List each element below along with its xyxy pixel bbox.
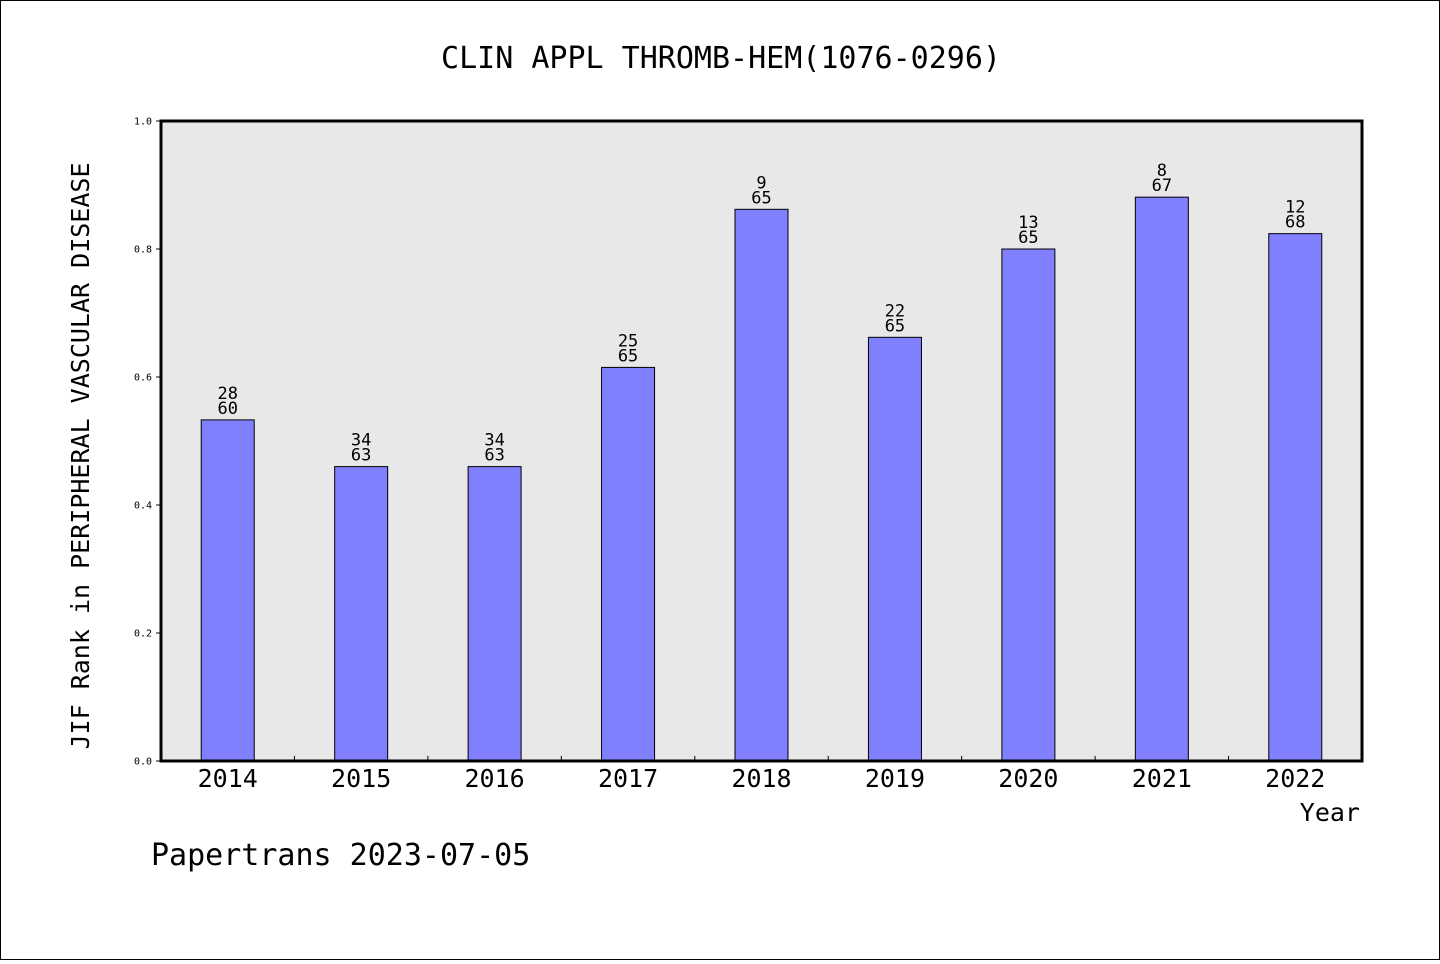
bar-label-total-2017: 65 [618, 346, 638, 366]
y-tick-label: 0.6 [134, 373, 152, 384]
x-tick-label-2017: 2017 [598, 764, 658, 793]
bar-label-total-2019: 65 [885, 316, 905, 336]
bar-label-total-2020: 65 [1018, 228, 1038, 248]
bar-label-total-2022: 68 [1285, 213, 1305, 233]
x-axis-label: Year [1300, 798, 1360, 827]
bar-2022 [1268, 233, 1323, 762]
bar-label-rank-2014: 28 [217, 384, 237, 404]
bar-2015 [334, 466, 389, 762]
bar-label-total-2015: 63 [351, 446, 371, 466]
bar-2020 [1001, 248, 1056, 762]
bar-2019 [867, 336, 922, 762]
bar-label-total-2021: 67 [1152, 176, 1172, 196]
y-tick-label: 1.0 [134, 117, 152, 128]
bar-2021 [1134, 196, 1189, 762]
bar-label-rank-2015: 34 [351, 431, 371, 451]
x-tick-label-2019: 2019 [865, 764, 925, 793]
bar-label-rank-2021: 8 [1157, 161, 1167, 181]
x-tick-label-2016: 2016 [465, 764, 525, 793]
x-tick-label-2020: 2020 [998, 764, 1058, 793]
y-tick-label: 0.8 [134, 245, 152, 256]
bar-label-total-2016: 63 [484, 446, 504, 466]
y-tick-label: 0.4 [134, 501, 152, 512]
y-tick-label: 0.2 [134, 629, 152, 640]
x-tick-label-2021: 2021 [1132, 764, 1192, 793]
bar-2014 [200, 419, 255, 762]
bar-label-rank-2019: 22 [885, 301, 905, 321]
y-axis-label: JIF Rank in PERIPHERAL VASCULAR DISEASE [66, 163, 95, 750]
bar-label-rank-2017: 25 [618, 331, 638, 351]
bar-label-rank-2018: 9 [756, 173, 766, 193]
bar-label-rank-2022: 12 [1285, 198, 1305, 218]
bar-2017 [601, 366, 656, 762]
plot-border [159, 119, 1364, 763]
x-tick-label-2015: 2015 [331, 764, 391, 793]
bar-2016 [467, 466, 522, 762]
y-axis: 0.0 0.2 0.4 0.6 0.8 1.0 [134, 117, 161, 768]
bar-label-total-2014: 60 [217, 399, 237, 419]
footer-credit: Papertrans 2023-07-05 [151, 838, 530, 873]
bar-label-rank-2020: 13 [1018, 213, 1038, 233]
y-tick-label: 0.0 [134, 757, 152, 768]
x-tick-label-2014: 2014 [198, 764, 258, 793]
bar-2018 [734, 208, 789, 762]
x-tick-label-2022: 2022 [1265, 764, 1325, 793]
x-axis: 2014 2015 2016 2017 2018 2019 2020 2021 2022 [198, 756, 1325, 793]
bar-label-rank-2016: 34 [484, 431, 504, 451]
bar-label-total-2018: 65 [751, 188, 771, 208]
x-tick-label-2018: 2018 [731, 764, 791, 793]
chart-title: CLIN APPL THROMB-HEM(1076-0296) [441, 41, 1001, 76]
